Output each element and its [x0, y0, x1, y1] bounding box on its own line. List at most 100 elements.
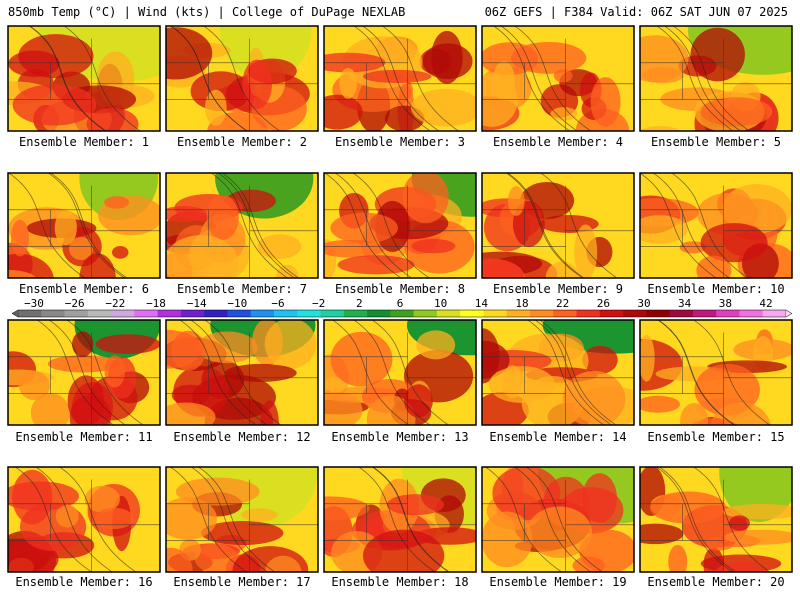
colorbar-swatch	[18, 310, 42, 317]
ensemble-panel	[7, 172, 161, 279]
colorbar-swatch	[530, 310, 554, 317]
colorbar-swatch	[669, 310, 694, 317]
ensemble-panel	[165, 172, 319, 279]
panel-frame	[165, 466, 319, 573]
colorbar-tick-label: 42	[759, 297, 772, 310]
panel-caption: Ensemble Member: 12	[173, 430, 311, 444]
panel-frame	[639, 466, 793, 573]
ensemble-panel	[639, 319, 793, 426]
ensemble-panel	[323, 319, 477, 426]
panel-caption: Ensemble Member: 18	[331, 575, 469, 589]
panel-caption: Ensemble Member: 3	[334, 135, 466, 149]
colorbar-swatch	[483, 310, 508, 317]
colorbar-tick-label: −30	[24, 297, 44, 310]
ensemble-panel	[7, 25, 161, 132]
ensemble-panel	[323, 466, 477, 573]
panel-frame	[7, 25, 161, 132]
colorbar-swatch	[204, 310, 228, 317]
colorbar-swatch	[41, 310, 66, 317]
header-valid-time: 06Z GEFS | F384 Valid: 06Z SAT JUN 07 20…	[484, 5, 788, 19]
colorbar-swatch	[762, 310, 787, 317]
panel-caption: Ensemble Member: 9	[492, 282, 624, 296]
colorbar-swatch	[111, 310, 135, 317]
panel-caption: Ensemble Member: 4	[492, 135, 624, 149]
colorbar-swatch	[716, 310, 740, 317]
colorbar-swatch	[180, 310, 205, 317]
panel-caption: Ensemble Member: 13	[331, 430, 469, 444]
panel-frame	[7, 319, 161, 426]
ensemble-panel	[639, 466, 793, 573]
ensemble-panel	[481, 25, 635, 132]
colorbar-tick-label: −22	[105, 297, 125, 310]
colorbar-low-arrow	[11, 309, 19, 318]
header-title: 850mb Temp (°C) | Wind (kts) | College o…	[8, 5, 406, 19]
ensemble-panel	[323, 25, 477, 132]
panel-frame	[165, 319, 319, 426]
colorbar-swatch	[413, 310, 438, 317]
panel-frame	[323, 25, 477, 132]
ensemble-panel	[165, 319, 319, 426]
panel-caption: Ensemble Member: 17	[173, 575, 311, 589]
ensemble-panel	[7, 466, 161, 573]
colorbar-tick-label: 18	[515, 297, 528, 310]
colorbar-tick-label: 30	[637, 297, 650, 310]
panel-frame	[323, 319, 477, 426]
panel-frame	[639, 172, 793, 279]
colorbar-swatch	[157, 310, 182, 317]
ensemble-panel	[481, 172, 635, 279]
colorbar-high-arrow	[785, 309, 793, 318]
ensemble-panel	[639, 25, 793, 132]
panel-frame	[323, 466, 477, 573]
colorbar: −30 −26 −22 −18 −14 −10 −6 −2 2 6 10 14 18 22 26 30 34 38…	[11, 297, 793, 318]
ensemble-panel	[7, 319, 161, 426]
panel-frame	[481, 319, 635, 426]
panel-frame	[481, 172, 635, 279]
ensemble-panel	[165, 466, 319, 573]
colorbar-swatch	[134, 310, 159, 317]
colorbar-tick-label: −14	[187, 297, 207, 310]
colorbar-swatch	[87, 310, 112, 317]
panel-caption: Ensemble Member: 1	[18, 135, 150, 149]
colorbar-swatch	[739, 310, 764, 317]
ensemble-panel	[481, 466, 635, 573]
colorbar-swatch	[599, 310, 624, 317]
colorbar-swatch	[646, 310, 671, 317]
colorbar-swatch	[553, 310, 578, 317]
colorbar-swatch	[623, 310, 647, 317]
colorbar-tick-label: 34	[678, 297, 692, 310]
panel-frame	[481, 25, 635, 132]
panel-caption: Ensemble Member: 2	[176, 135, 308, 149]
panel-caption: Ensemble Member: 7	[176, 282, 308, 296]
colorbar-tick-label: 14	[475, 297, 489, 310]
panel-caption: Ensemble Member: 8	[334, 282, 466, 296]
panel-caption: Ensemble Member: 15	[647, 430, 785, 444]
ensemble-panel	[165, 25, 319, 132]
colorbar-tick-label: 22	[556, 297, 569, 310]
colorbar-tick-label: 26	[597, 297, 610, 310]
panel-caption: Ensemble Member: 14	[489, 430, 627, 444]
ensemble-panel	[323, 172, 477, 279]
colorbar-tick-label: 10	[434, 297, 447, 310]
colorbar-tick-label: −2	[312, 297, 325, 310]
colorbar-tick-label: −18	[146, 297, 166, 310]
panel-frame	[165, 25, 319, 132]
panel-caption: Ensemble Member: 11	[15, 430, 153, 444]
colorbar-swatch	[343, 310, 368, 317]
colorbar-tick-label: −10	[227, 297, 247, 310]
panel-caption: Ensemble Member: 5	[650, 135, 782, 149]
colorbar-swatch	[390, 310, 415, 317]
colorbar-swatch	[320, 310, 345, 317]
panel-frame	[7, 466, 161, 573]
colorbar-swatch	[692, 310, 717, 317]
colorbar-swatch	[460, 310, 484, 317]
panel-frame	[639, 319, 793, 426]
colorbar-swatch	[297, 310, 322, 317]
ensemble-panel	[639, 172, 793, 279]
colorbar-tick-label: −6	[271, 297, 284, 310]
ensemble-panel	[481, 319, 635, 426]
panel-frame	[323, 172, 477, 279]
panel-caption: Ensemble Member: 10	[647, 282, 785, 296]
colorbar-swatch	[367, 310, 391, 317]
